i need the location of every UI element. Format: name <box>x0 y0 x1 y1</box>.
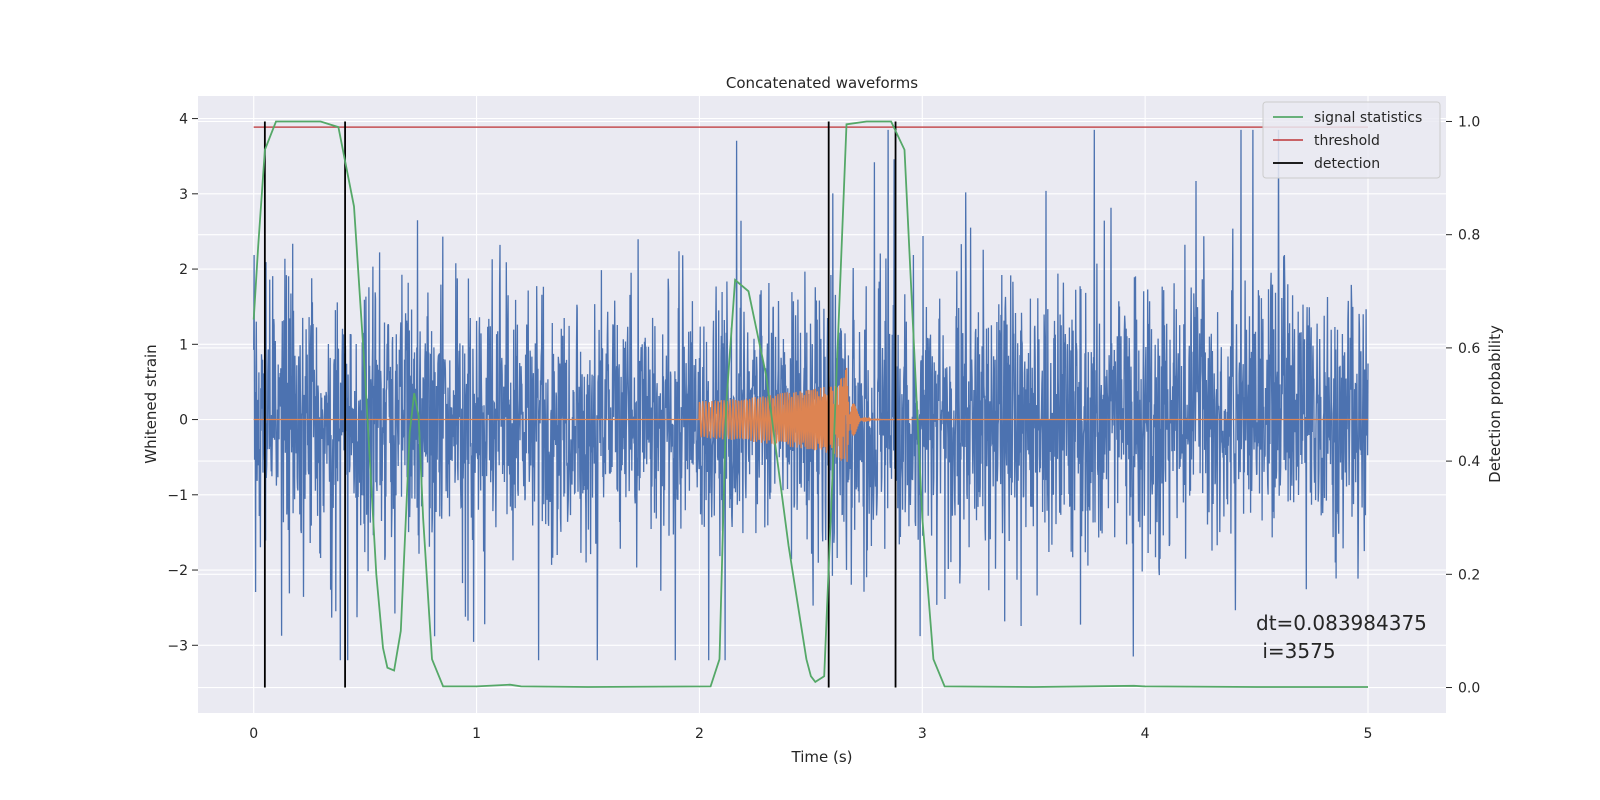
legend-label-detection: detection <box>1314 156 1380 172</box>
annotation-dt: dt=0.083984375 <box>1256 611 1427 635</box>
axis-ticks: 0 1 2 3 4 5 −3 −2 −1 0 1 2 3 4 0.0 0.2 0.4 0.6 0.8 1.0 <box>167 112 1480 742</box>
injected-waveform-line <box>253 367 1368 462</box>
detection-lines <box>263 121 897 688</box>
signal-statistics-line <box>252 120 1368 688</box>
y2-tick-label: 0.6 <box>1458 341 1480 357</box>
y2-tick-label: 0.8 <box>1458 228 1480 244</box>
x-tick-label: 2 <box>695 726 704 742</box>
x-tick-label: 3 <box>918 726 927 742</box>
y2-tick-label: 0.4 <box>1458 454 1480 470</box>
x-tick-label: 4 <box>1141 726 1150 742</box>
y2-tick-label: 1.0 <box>1458 114 1480 130</box>
y-tick-label: 1 <box>179 337 188 353</box>
y-tick-label: 0 <box>179 413 188 429</box>
y-tick-label: 4 <box>179 112 188 128</box>
y-tick-label: −2 <box>167 563 188 579</box>
y2-tick-label: 0.2 <box>1458 567 1480 583</box>
legend-box <box>1262 101 1441 179</box>
legend-label-threshold: threshold <box>1314 133 1380 149</box>
y-tick-label: 3 <box>179 187 188 203</box>
x-tick-label: 1 <box>472 726 481 742</box>
y2-tick-label: 0.0 <box>1458 681 1480 697</box>
whitened-strain-line <box>253 129 1369 661</box>
annotation-index: i=3575 <box>1256 639 1336 663</box>
chart-title: Concatenated waveforms <box>726 74 918 92</box>
y-tick-label: −1 <box>167 488 188 504</box>
x-axis-label: Time (s) <box>791 748 853 766</box>
right-y-axis-label: Detection probability <box>1486 325 1504 483</box>
y-tick-label: 2 <box>179 262 188 278</box>
y-tick-label: −3 <box>167 638 188 654</box>
x-tick-label: 5 <box>1364 726 1373 742</box>
x-tick-label: 0 <box>249 726 258 742</box>
legend: signal statistics threshold detection <box>1262 101 1441 179</box>
plot-layer <box>252 120 1369 688</box>
legend-label-statistics: signal statistics <box>1314 110 1422 126</box>
y-axis-label: Whitened strain <box>142 344 160 463</box>
